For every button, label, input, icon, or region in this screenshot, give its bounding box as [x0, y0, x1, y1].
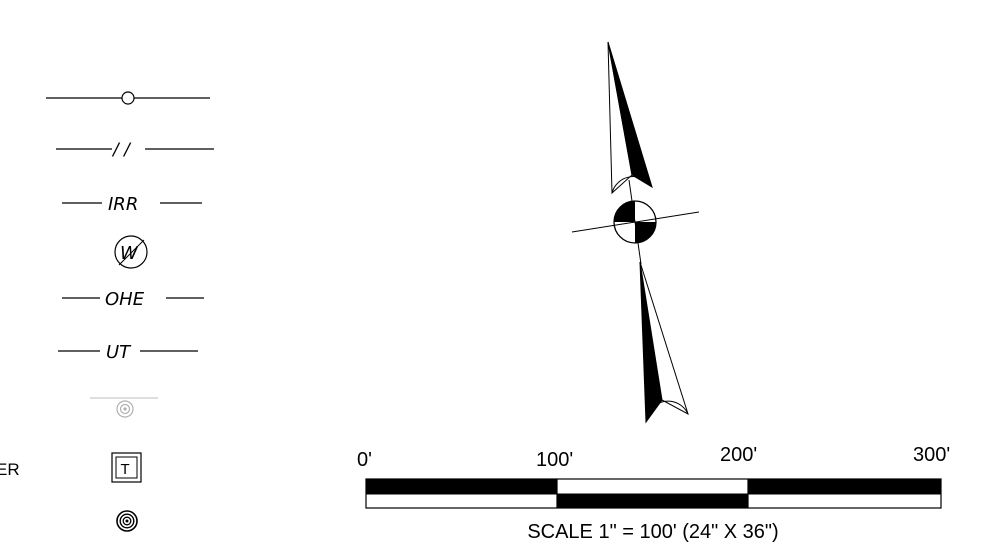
- scale-segment-2-bottom: [557, 494, 748, 508]
- scale-caption: SCALE 1" = 100' (24" X 36"): [527, 521, 778, 543]
- utility-pole-circle-icon: [122, 92, 134, 104]
- legend-partial-label: ER: [0, 460, 20, 479]
- legend-irrigation-line: IRR: [62, 194, 202, 215]
- scale-tick-label-0: 0': [357, 449, 372, 471]
- irrigation-line-label: IRR: [108, 194, 138, 215]
- scale-segment-3-top: [748, 479, 941, 494]
- underground-telephone-label: UT: [106, 342, 132, 363]
- scale-tick-label-100: 100': [536, 449, 573, 471]
- legend-underground-telephone-line: UT: [58, 342, 198, 363]
- scale-segment-1-top: [366, 479, 557, 494]
- legend-water-symbol: W: [115, 236, 147, 268]
- fence-line-marks: / /: [111, 140, 132, 160]
- north-arrow-center-target: [572, 180, 699, 264]
- legend-telephone-box-symbol: T: [112, 453, 141, 482]
- scale-tick-label-200: 200': [720, 444, 757, 466]
- legend-fence-line: / /: [56, 140, 214, 160]
- scale-tick-label-300: 300': [913, 444, 950, 466]
- legend-well-symbol: [117, 511, 137, 531]
- north-arrow: [572, 42, 699, 422]
- legend-overhead-electric-line: OHE: [62, 289, 204, 310]
- telephone-box-letter: T: [121, 461, 130, 478]
- scale-bar: 0' 100' 200' 300' SCALE 1" = 100' (24" X…: [357, 444, 950, 543]
- legend-faded-well-symbol: [90, 398, 158, 417]
- legend: ER / / IRR W OHE: [0, 92, 214, 531]
- legend-line-circle-symbol: [46, 92, 210, 104]
- overhead-electric-label: OHE: [105, 289, 145, 310]
